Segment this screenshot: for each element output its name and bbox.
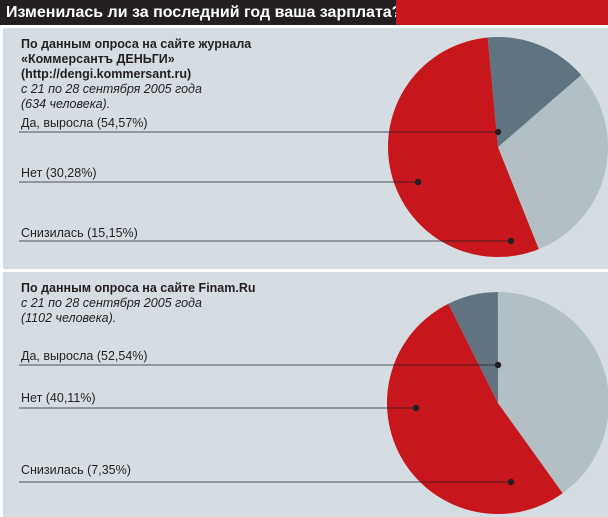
source-line: «Коммерсантъ ДЕНЬГИ» xyxy=(21,52,175,66)
pie-slice-no xyxy=(497,292,608,494)
legend-label-yes: Да, выросла (52,54%) xyxy=(21,349,148,363)
leader-dot xyxy=(507,237,515,245)
leader-dot xyxy=(494,128,502,136)
legend-label-decreased: Снизилась (15,15%) xyxy=(21,226,138,240)
legend-label-decreased: Снизилась (7,35%) xyxy=(21,463,131,477)
survey-source-text: По данным опроса на сайте журнала «Комме… xyxy=(21,37,361,112)
legend-label-no: Нет (40,11%) xyxy=(21,391,96,405)
survey-panel-kommersant: По данным опроса на сайте журнала «Комме… xyxy=(3,28,608,269)
survey-dates: с 21 по 28 сентября 2005 года xyxy=(21,82,202,96)
pie-slice-no xyxy=(498,75,608,250)
pie-chart-kommersant xyxy=(19,37,608,258)
legend-label-yes: Да, выросла (54,57%) xyxy=(21,116,148,130)
pie-slice-yes xyxy=(386,303,563,515)
leader-dot xyxy=(507,478,515,486)
legend-label-no: Нет (30,28%) xyxy=(21,166,97,180)
leader-dot xyxy=(412,404,420,412)
leader-dot xyxy=(494,361,502,369)
survey-dates: с 21 по 28 сентября 2005 года xyxy=(21,296,202,310)
source-line: По данным опроса на сайте журнала xyxy=(21,37,252,51)
survey-sample-size: (634 человека). xyxy=(21,97,111,111)
survey-sample-size: (1102 человека). xyxy=(21,311,117,325)
pie-slice-yes xyxy=(387,37,539,258)
pie-chart-finam xyxy=(19,292,608,515)
survey-source-text: По данным опроса на сайте Finam.Ru с 21 … xyxy=(21,281,361,326)
page-title: Изменилась ли за последний год ваша зарп… xyxy=(0,0,401,25)
pie-slice-decreased xyxy=(487,37,582,147)
pie-slice-decreased xyxy=(448,292,498,403)
source-line: По данным опроса на сайте Finam.Ru xyxy=(21,281,256,295)
title-accent-block xyxy=(396,0,608,25)
survey-panel-finam: По данным опроса на сайте Finam.Ru с 21 … xyxy=(3,272,608,517)
source-line: (http://dengi.kommersant.ru) xyxy=(21,67,192,81)
leader-dot xyxy=(414,178,422,186)
